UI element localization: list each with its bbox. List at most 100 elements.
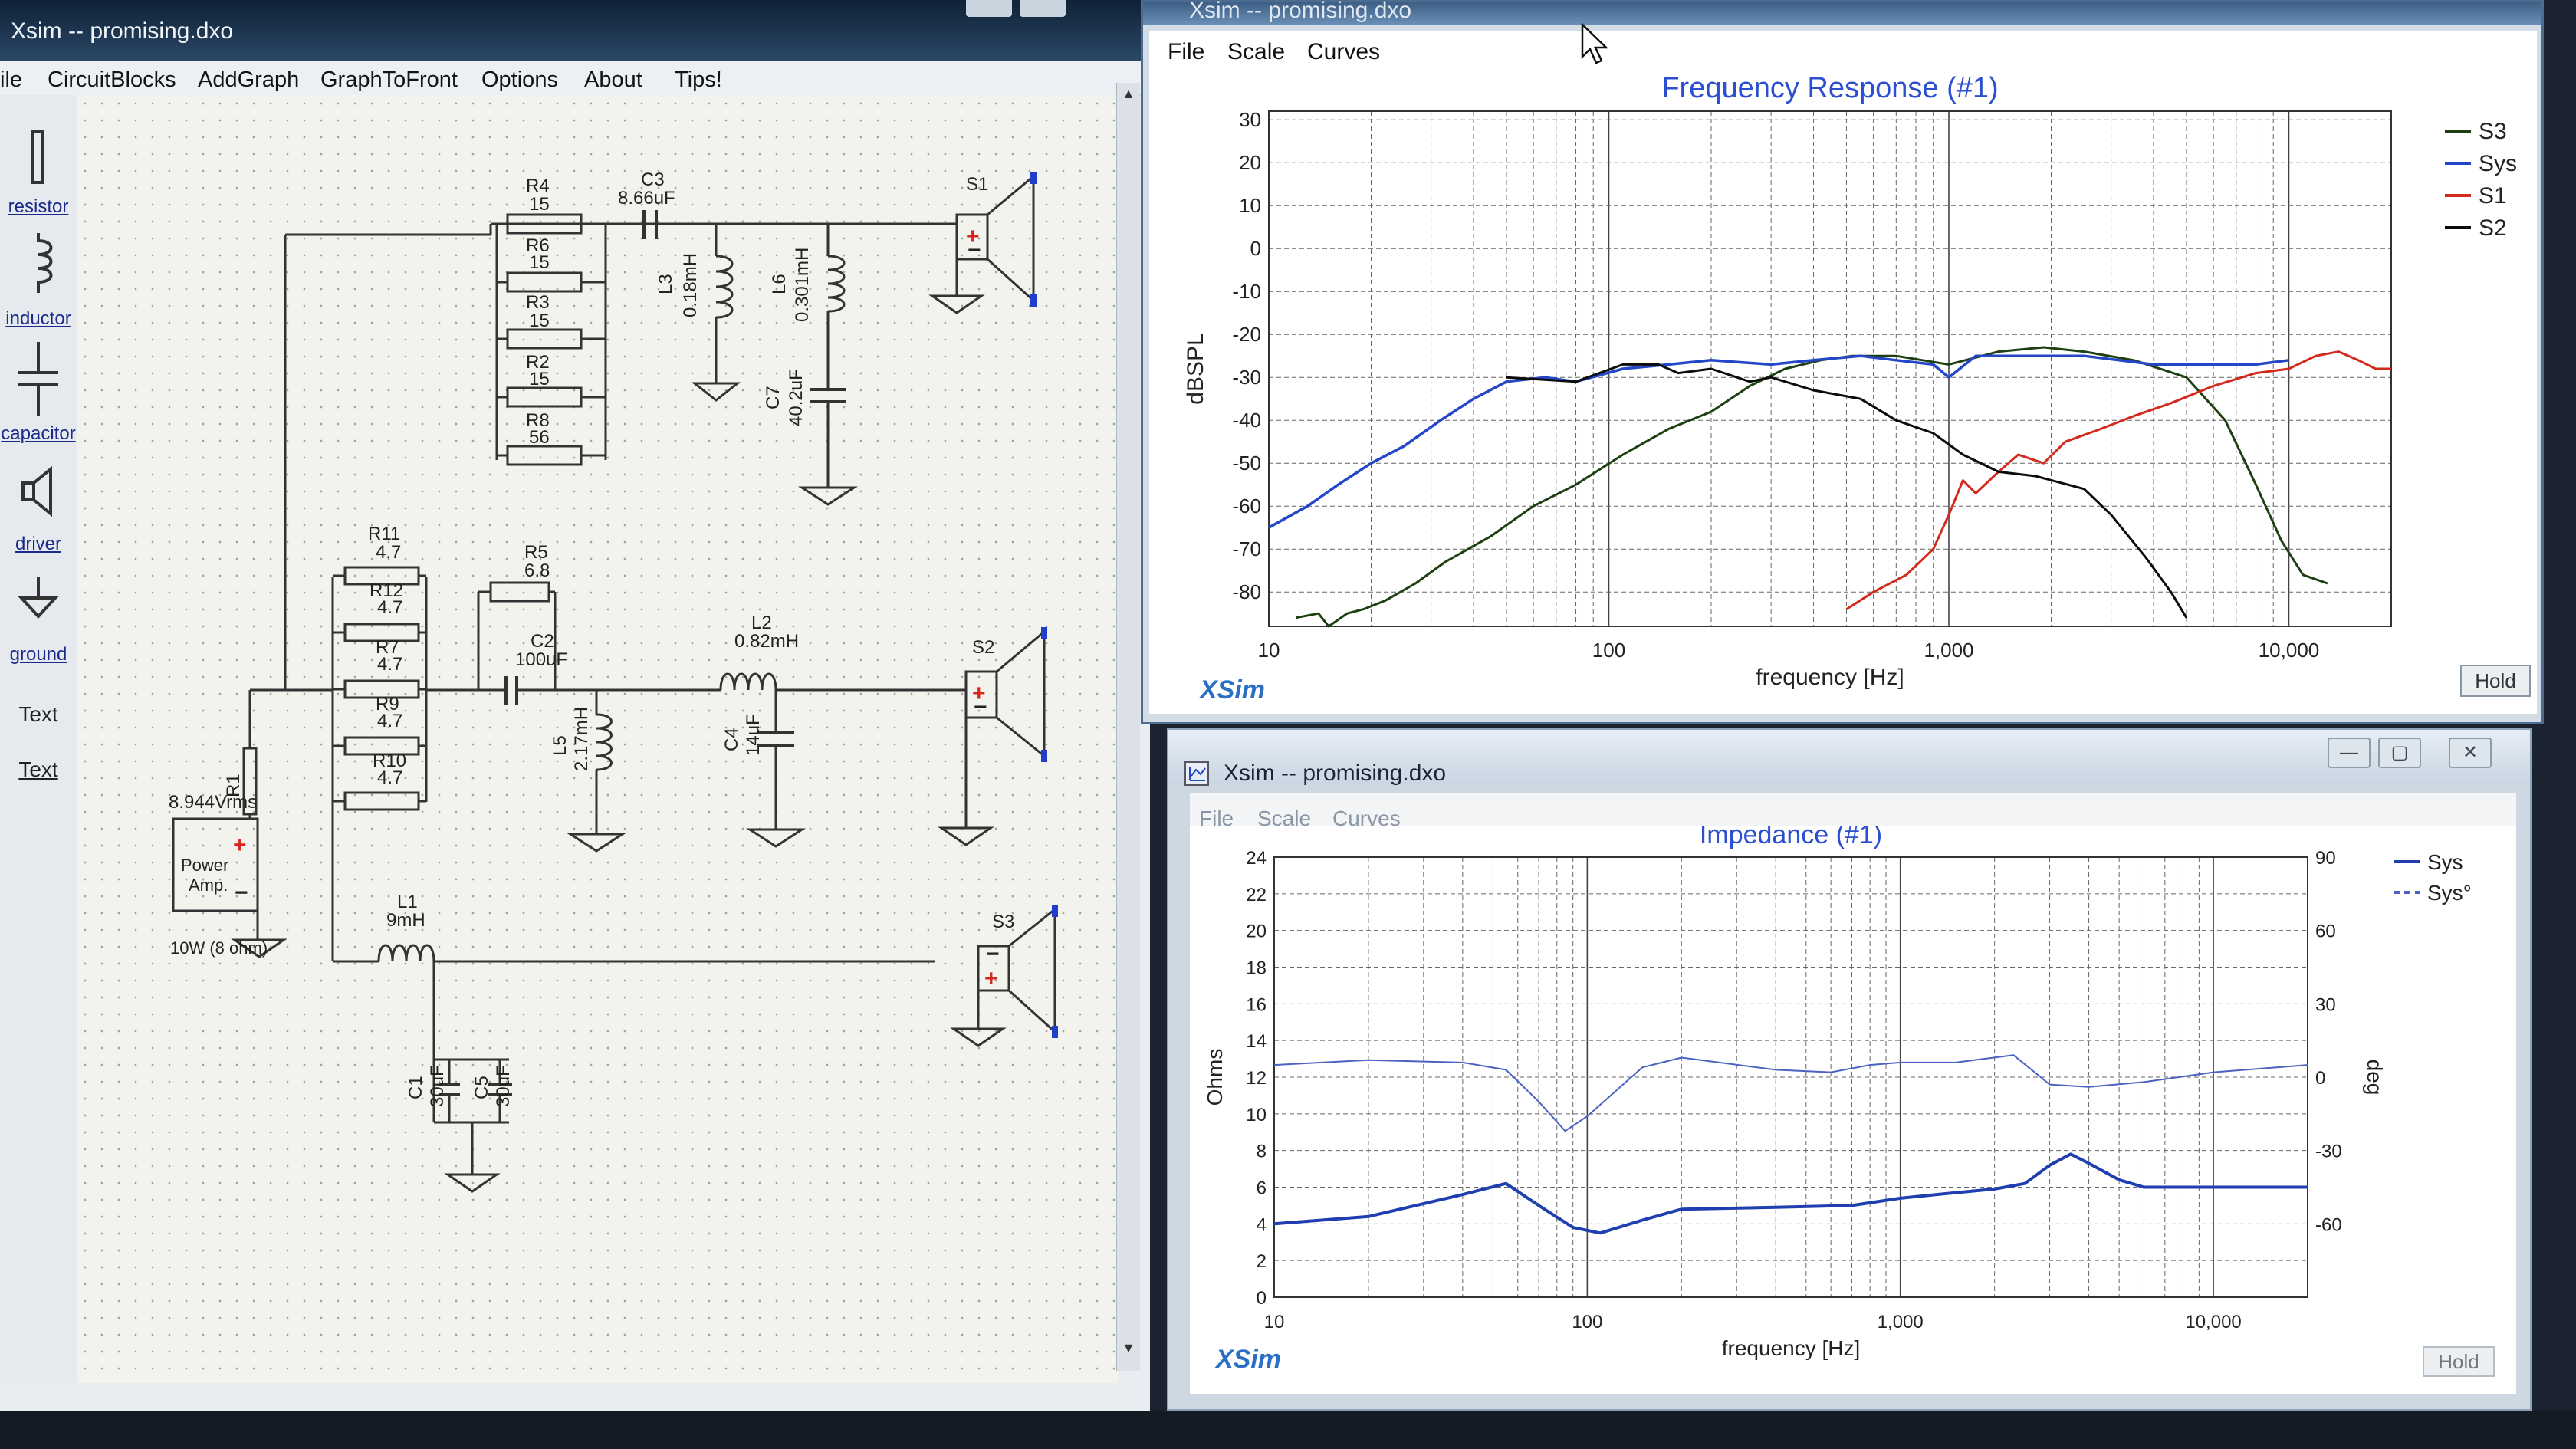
c7-label: C7 [763, 386, 784, 409]
ground-icon[interactable] [15, 575, 61, 621]
s2-minus: − [974, 695, 987, 720]
l2-label: L2 [751, 613, 772, 633]
imp-menu-curves[interactable]: Curves [1332, 807, 1401, 830]
capacitor-icon[interactable] [15, 342, 61, 419]
y-tick-label: 30 [1239, 108, 1261, 131]
palette-capacitor[interactable]: capacitor [1, 423, 76, 444]
impedance-window: Xsim -- promising.dxo — ▢ ✕ File Scale C… [1167, 728, 2532, 1411]
c5-value: 30uF [493, 1065, 514, 1107]
r7-label: R7 [376, 637, 399, 658]
c7-value: 40.2uF [786, 369, 807, 426]
maximize-button[interactable] [1020, 0, 1066, 17]
x-axis-label: frequency [Hz] [1722, 1336, 1861, 1360]
vertical-scrollbar[interactable]: ▲ ▼ [1116, 83, 1140, 1371]
fr-window-title: Xsim -- promising.dxo [1189, 0, 1412, 23]
palette-text[interactable]: Text [18, 702, 58, 726]
r3-value: 15 [529, 310, 550, 331]
maximize-icon[interactable]: ▢ [2378, 738, 2421, 768]
menu-options[interactable]: Options [481, 67, 558, 92]
c5-label: C5 [472, 1076, 492, 1099]
resistor-icon[interactable] [15, 129, 61, 190]
legend-label: S3 [2479, 119, 2507, 144]
window-title: Xsim -- promising.dxo [11, 18, 234, 44]
y2-tick-label: 90 [2315, 848, 2336, 869]
c3-label: C3 [641, 169, 665, 190]
imp-titlebar[interactable]: Xsim -- promising.dxo — ▢ ✕ [1168, 730, 2530, 786]
scroll-down-icon[interactable]: ▼ [1122, 1340, 1135, 1355]
y-tick-label: 8 [1257, 1142, 1267, 1162]
r12-value: 4.7 [377, 597, 402, 618]
driver-icon[interactable] [15, 466, 61, 520]
y-axis-label: dBSPL [1183, 333, 1208, 404]
menu-addgraph[interactable]: AddGraph [198, 67, 300, 92]
r2-label: R2 [526, 352, 550, 373]
imp-hold-button[interactable]: Hold [2423, 1346, 2495, 1377]
menu-file[interactable]: ile [0, 67, 23, 92]
x-tick-label: 10 [1258, 639, 1280, 662]
l6-value: 0.301mH [792, 248, 813, 322]
close-icon[interactable]: ✕ [2449, 738, 2492, 768]
y-tick-label: 0 [1250, 237, 1261, 260]
series-sys-line [1268, 354, 2289, 529]
fr-menu-bar [1149, 31, 2537, 70]
s2-plus: + [972, 681, 986, 706]
palette-driver[interactable]: driver [15, 534, 61, 554]
menu-about[interactable]: About [584, 67, 642, 92]
menu-tips[interactable]: Tips! [675, 67, 722, 92]
r10-label: R10 [373, 751, 406, 771]
fr-menu-curves[interactable]: Curves [1307, 39, 1381, 64]
scroll-up-icon[interactable]: ▲ [1122, 86, 1135, 101]
s3-plus: + [984, 966, 998, 991]
minimize-icon[interactable]: — [2328, 738, 2371, 768]
r10-value: 4.7 [377, 767, 402, 788]
y-tick-label: 4 [1257, 1214, 1267, 1235]
imp-menu-file[interactable]: File [1199, 807, 1234, 830]
x-tick-label: 10 [1264, 1312, 1285, 1332]
y-tick-label: 20 [1239, 151, 1261, 174]
r9-value: 4.7 [377, 711, 402, 731]
schematic-canvas[interactable]: + − + − − + + − R4 15 R6 15 R3 15 R2 15 … [77, 95, 1119, 1383]
palette-resistor[interactable]: resistor [8, 196, 69, 217]
circuit-diagram: + − + − − + + − R4 15 R6 15 R3 15 R2 15 … [169, 169, 1058, 1193]
amp-minus: − [235, 880, 248, 905]
y-tick-label: 24 [1246, 848, 1267, 869]
c4-value: 14uF [743, 714, 764, 756]
menu-circuitblocks[interactable]: CircuitBlocks [48, 67, 176, 92]
schematic-titlebar[interactable]: Xsim -- promising.dxo [0, 0, 1150, 61]
r6-label: R6 [526, 235, 550, 256]
l1-value: 9mH [386, 910, 426, 931]
palette-text-link[interactable]: Text [18, 757, 58, 781]
palette-inductor[interactable]: inductor [5, 308, 71, 329]
x-tick-label: 100 [1592, 639, 1625, 662]
r11-label: R11 [368, 524, 400, 544]
minimize-button[interactable] [966, 0, 1012, 17]
menu-graphtofront[interactable]: GraphToFront [320, 67, 458, 92]
l6-label: L6 [769, 274, 790, 294]
imp-window-title: Xsim -- promising.dxo [1224, 761, 1447, 786]
imp-plot-area: 10 100 1,000 10,000 0 2 4 6 8 10 12 14 16 18 20 22 24 90 6… [1190, 820, 2516, 1394]
fr-titlebar[interactable]: Xsim -- promising.dxo [1143, 0, 2542, 25]
legend-label: Sys [2479, 151, 2517, 176]
y-tick-label: 16 [1246, 994, 1267, 1015]
s1-minus: − [968, 238, 981, 263]
imp-menu-scale[interactable]: Scale [1257, 807, 1312, 830]
legend-label: S1 [2479, 183, 2507, 209]
mouse-cursor-icon [1581, 23, 1609, 64]
x-axis-label: frequency [Hz] [1756, 665, 1904, 690]
fr-hold-button[interactable]: Hold [2460, 665, 2531, 697]
schematic-window: Xsim -- promising.dxo ile CircuitBlocks … [0, 0, 1150, 1411]
y-tick-label: 0 [1257, 1288, 1267, 1309]
palette-ground[interactable]: ground [9, 644, 67, 665]
fr-menu-file[interactable]: File [1168, 39, 1205, 64]
l2-value: 0.82mH [734, 631, 799, 652]
c2-value: 100uF [515, 649, 567, 670]
series-s1-line [1845, 350, 2391, 610]
inductor-icon[interactable] [15, 232, 61, 301]
xsim-app-icon [1184, 761, 1209, 786]
y-tick-label: 10 [1239, 194, 1261, 217]
y-tick-label: 12 [1246, 1068, 1267, 1089]
fr-menu-scale[interactable]: Scale [1227, 39, 1286, 64]
plot-frame [1273, 856, 2308, 1298]
x-tick-label: 1,000 [1924, 639, 1973, 662]
series-s2-line [1506, 363, 2188, 619]
